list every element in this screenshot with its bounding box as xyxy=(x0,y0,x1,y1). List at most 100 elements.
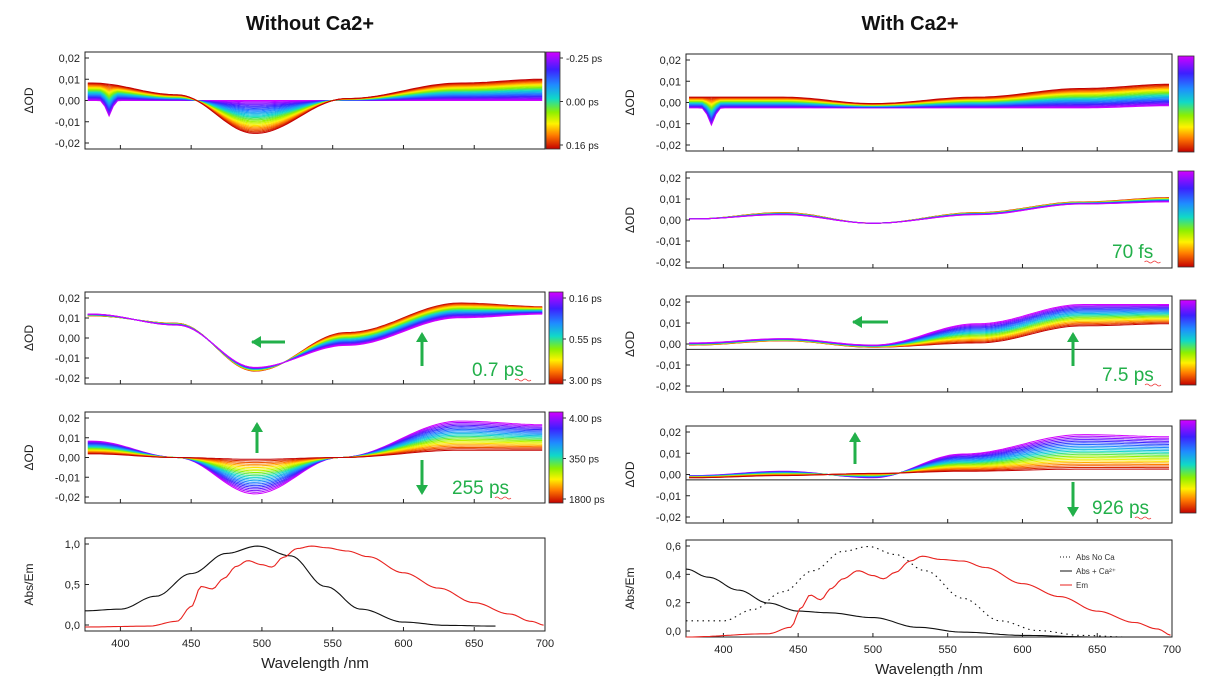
arrow-head xyxy=(251,336,261,348)
y-tick-label: 0,02 xyxy=(59,413,80,425)
y-tick-label: 0,2 xyxy=(666,598,681,610)
right-column-title: With Ca2+ xyxy=(861,13,958,35)
colorbar xyxy=(548,411,564,504)
y-tick-label: -0,02 xyxy=(656,381,681,393)
y-tick-label: 0,00 xyxy=(660,98,681,110)
panel-r4: 0,02 0,01 0,00 -0,01 -0,02 ΔOD 926 ps xyxy=(623,419,1197,524)
y-axis-label: Abs/Em xyxy=(22,563,36,605)
y-tick-label: 1,0 xyxy=(65,539,80,551)
y-tick-label: -0,01 xyxy=(55,117,80,129)
y-tick-label: 0,01 xyxy=(660,194,681,206)
y-tick-label: 0,00 xyxy=(660,215,681,227)
y-tick-label: -0,02 xyxy=(55,138,80,150)
plot-frame xyxy=(685,539,1173,638)
y-axis-label: ΔOD xyxy=(623,461,637,487)
y-tick-label: 0,0 xyxy=(65,620,80,632)
colorbar xyxy=(548,291,564,385)
arrow-head xyxy=(1067,332,1079,342)
y-tick-label: 0,01 xyxy=(660,448,681,460)
x-tick-label: 550 xyxy=(939,644,957,656)
emission-curve xyxy=(85,545,544,628)
time-constant-label: 7.5 ps xyxy=(1102,365,1154,386)
y-tick-label: 0,02 xyxy=(59,293,80,305)
spell-squiggle xyxy=(1144,383,1162,387)
y-tick-label: 0,02 xyxy=(660,173,681,185)
panel-r5: 0,6 0,4 0,2 0,0 Abs/Em 400 450 500 550 600 650 700 W… xyxy=(623,539,1181,676)
time-constant-label: 0.7 ps xyxy=(472,360,524,381)
spectrum-trace xyxy=(87,449,543,460)
y-axis-label: ΔOD xyxy=(623,89,637,115)
arrow-head xyxy=(849,432,861,442)
y-tick-label: 0,0 xyxy=(666,626,681,638)
x-tick-label: 600 xyxy=(1013,644,1031,656)
y-tick-label: -0,01 xyxy=(656,119,681,131)
colorbar xyxy=(1177,55,1195,153)
y-axis-label: ΔOD xyxy=(22,87,36,113)
y-tick-label: -0,02 xyxy=(656,257,681,269)
y-tick-label: 0,01 xyxy=(660,318,681,330)
absorption-curve xyxy=(685,568,1171,638)
emission-curve xyxy=(686,555,1171,638)
x-tick-label: 450 xyxy=(789,644,807,656)
x-tick-label: 700 xyxy=(536,638,554,650)
y-tick-label: 0,01 xyxy=(59,433,80,445)
x-tick-label: 550 xyxy=(324,638,342,650)
spell-squiggle xyxy=(1134,516,1152,520)
time-constant-label: 926 ps xyxy=(1092,498,1149,519)
y-tick-label: 0,02 xyxy=(59,53,80,65)
y-tick-label: 0,01 xyxy=(59,74,80,86)
y-tick-label: -0,02 xyxy=(55,492,80,504)
spectrum-trace xyxy=(689,201,1169,224)
x-tick-label: 500 xyxy=(253,638,271,650)
y-tick-label: 0,00 xyxy=(59,453,80,465)
panel-r1: 0,02 0,01 0,00 -0,01 -0,02 ΔOD xyxy=(623,53,1195,153)
y-tick-label: -0,02 xyxy=(656,512,681,524)
legend-entry: Abs + Ca²⁺ xyxy=(1076,567,1116,576)
x-tick-label: 450 xyxy=(182,638,200,650)
spectrum-trace xyxy=(87,313,543,368)
y-tick-label: 0,02 xyxy=(660,55,681,67)
colorbar xyxy=(545,51,561,150)
legend-entry: Abs No Ca xyxy=(1076,553,1115,562)
y-tick-label: -0,01 xyxy=(656,360,681,372)
y-tick-label: 0,5 xyxy=(65,580,80,592)
time-constant-label: 70 fs xyxy=(1112,242,1153,263)
colorbar-label: 0.16 ps xyxy=(569,294,602,305)
colorbar-label: 3.00 ps xyxy=(569,376,602,387)
y-tick-label: 0,02 xyxy=(660,297,681,309)
legend-entry: Em xyxy=(1076,581,1088,590)
panel-l3: 0,02 0,01 0,00 -0,01 -0,02 ΔOD 4.00 ps 350 ps 18… xyxy=(22,411,605,506)
y-tick-label: -0,02 xyxy=(656,140,681,152)
y-tick-label: -0,01 xyxy=(55,472,80,484)
panel-r3: 0,02 0,01 0,00 -0,01 -0,02 ΔOD 7.5 ps xyxy=(623,295,1197,393)
x-tick-label: 500 xyxy=(864,644,882,656)
y-tick-label: -0,02 xyxy=(55,373,80,385)
y-tick-label: 0,00 xyxy=(59,333,80,345)
y-axis-label: ΔOD xyxy=(22,444,36,470)
y-tick-label: -0,01 xyxy=(55,353,80,365)
colorbar xyxy=(1179,299,1197,386)
panel-l2: 0,02 0,01 0,00 -0,01 -0,02 ΔOD 0.16 ps 0.55 ps 3… xyxy=(22,291,602,387)
colorbar-label: 350 ps xyxy=(569,455,599,466)
x-tick-label: 600 xyxy=(394,638,412,650)
colorbar-label: 1800 ps xyxy=(569,495,605,506)
y-tick-label: 0,02 xyxy=(660,427,681,439)
spell-squiggle xyxy=(494,496,512,500)
y-axis-label: Abs/Em xyxy=(623,567,637,609)
left-column-title: Without Ca2+ xyxy=(246,13,374,35)
y-tick-label: 0,00 xyxy=(59,96,80,108)
panel-r2: 0,02 0,01 0,00 -0,01 -0,02 ΔOD 70 fs xyxy=(623,170,1195,269)
y-tick-label: -0,01 xyxy=(656,491,681,503)
colorbar-label: 0.16 ps xyxy=(566,141,599,152)
y-tick-label: 0,6 xyxy=(666,541,681,553)
time-constant-label: 255 ps xyxy=(452,478,509,499)
arrow-head xyxy=(416,485,428,495)
colorbar-label: 4.00 ps xyxy=(569,414,602,425)
x-tick-label: 400 xyxy=(714,644,732,656)
y-tick-label: 0,00 xyxy=(660,470,681,482)
plot-frame xyxy=(685,171,1173,269)
y-tick-label: 0,01 xyxy=(660,76,681,88)
plot-frame xyxy=(84,537,546,632)
arrow-head xyxy=(1067,507,1079,517)
